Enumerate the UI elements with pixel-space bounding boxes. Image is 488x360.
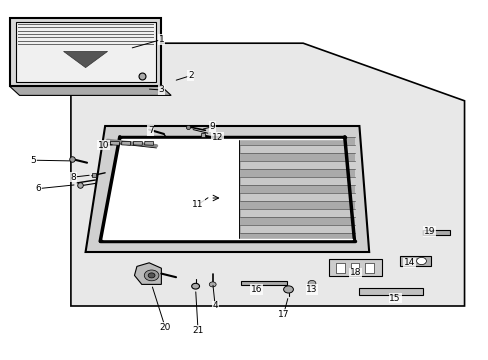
Polygon shape [85, 126, 368, 252]
Circle shape [144, 270, 159, 281]
Polygon shape [63, 51, 107, 68]
Circle shape [307, 280, 315, 286]
Polygon shape [134, 263, 161, 284]
Text: 7: 7 [147, 126, 153, 135]
Circle shape [191, 283, 199, 289]
Text: 16: 16 [250, 285, 262, 294]
Text: 12: 12 [211, 133, 223, 142]
Circle shape [283, 286, 293, 293]
Bar [365, 263, 373, 273]
Polygon shape [10, 86, 171, 95]
Circle shape [148, 273, 155, 278]
Polygon shape [122, 141, 130, 145]
Polygon shape [239, 137, 354, 241]
Text: 10: 10 [98, 140, 109, 150]
Polygon shape [239, 153, 354, 161]
Text: 8: 8 [70, 173, 76, 181]
Text: 20: 20 [159, 323, 171, 332]
Text: 13: 13 [305, 285, 317, 294]
Polygon shape [423, 230, 449, 235]
Text: 6: 6 [35, 184, 41, 193]
Polygon shape [239, 169, 354, 177]
Bar [350, 263, 359, 273]
Bar [399, 256, 430, 266]
Text: 14: 14 [403, 258, 415, 267]
Polygon shape [240, 281, 287, 285]
Text: 11: 11 [192, 200, 203, 209]
Text: 15: 15 [388, 294, 400, 302]
Polygon shape [10, 18, 161, 86]
Text: 21: 21 [192, 326, 203, 335]
Polygon shape [239, 233, 354, 241]
Polygon shape [110, 141, 119, 145]
Text: 17: 17 [277, 310, 289, 319]
Polygon shape [359, 288, 422, 295]
Polygon shape [144, 141, 153, 145]
Text: 9: 9 [209, 122, 215, 131]
Polygon shape [239, 137, 354, 145]
Polygon shape [239, 217, 354, 225]
Text: 2: 2 [187, 71, 193, 80]
Text: 18: 18 [349, 269, 361, 277]
Polygon shape [239, 185, 354, 193]
Polygon shape [16, 22, 155, 82]
Polygon shape [71, 43, 464, 306]
Text: 3: 3 [158, 85, 164, 94]
Circle shape [209, 282, 216, 287]
Text: 4: 4 [212, 302, 218, 310]
Polygon shape [100, 137, 354, 241]
Circle shape [416, 257, 426, 265]
Bar [335, 263, 344, 273]
Text: 1: 1 [158, 35, 164, 44]
Text: 5: 5 [30, 156, 36, 165]
Bar [328, 259, 382, 276]
Polygon shape [133, 141, 142, 145]
Polygon shape [239, 201, 354, 209]
Text: 19: 19 [423, 227, 434, 236]
